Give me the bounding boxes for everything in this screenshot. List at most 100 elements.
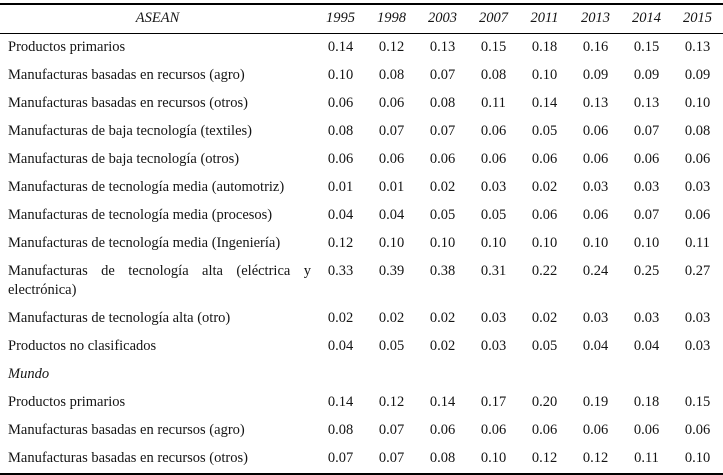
cell-value: 0.06 <box>582 207 609 223</box>
cell-value: 0.03 <box>480 338 507 354</box>
cell-value: 0.04 <box>378 207 405 223</box>
cell-value: 0.13 <box>633 95 660 111</box>
table-row: Manufacturas de tecnología media (proces… <box>0 202 723 230</box>
table-row: Manufacturas de baja tecnología (textile… <box>0 118 723 146</box>
row-label: Productos no clasificados <box>8 338 157 354</box>
cell-value: 0.15 <box>633 39 660 55</box>
cell-value: 0.06 <box>633 151 660 167</box>
cell-value: 0.04 <box>327 207 354 223</box>
cell-value: 0.25 <box>633 263 660 279</box>
cell-value: 0.07 <box>378 123 405 139</box>
table-row: Manufacturas basadas en recursos (otros)… <box>0 445 723 474</box>
cell-value: 0.06 <box>378 151 405 167</box>
table-row: Manufacturas de tecnología media (Ingeni… <box>0 230 723 258</box>
cell-value: 0.12 <box>582 450 609 466</box>
year-header: 2013 <box>581 10 610 26</box>
cell-value: 0.11 <box>634 450 659 466</box>
cell-value: 0.07 <box>378 422 405 438</box>
cell-value: 0.06 <box>480 151 507 167</box>
cell-value: 0.01 <box>327 179 354 195</box>
year-header: 2015 <box>683 10 712 26</box>
cell-value: 0.05 <box>378 338 405 354</box>
cell-value: 0.38 <box>429 263 456 279</box>
cell-value: 0.13 <box>582 95 609 111</box>
cell-value: 0.03 <box>684 310 711 326</box>
table-row: Manufacturas basadas en recursos (agro) 0… <box>0 62 723 90</box>
cell-value: 0.07 <box>429 123 456 139</box>
row-label: Manufacturas de tecnología media (Ingeni… <box>8 235 281 251</box>
row-label: Manufacturas de tecnología media (proces… <box>8 207 273 223</box>
cell-value: 0.04 <box>327 338 354 354</box>
cell-value: 0.10 <box>480 235 507 251</box>
cell-value: 0.05 <box>531 338 558 354</box>
cell-value: 0.33 <box>327 263 354 279</box>
table-row: Manufacturas de tecnología alta (eléctri… <box>0 258 723 305</box>
cell-value: 0.08 <box>429 450 456 466</box>
cell-value: 0.11 <box>685 235 710 251</box>
cell-value: 0.24 <box>582 263 609 279</box>
cell-value: 0.22 <box>531 263 558 279</box>
cell-value: 0.06 <box>429 422 456 438</box>
cell-value: 0.06 <box>531 422 558 438</box>
year-header: 2003 <box>428 10 457 26</box>
year-header: 2011 <box>530 10 559 26</box>
cell-value: 0.10 <box>327 67 354 83</box>
cell-value: 0.06 <box>429 151 456 167</box>
cell-value: 0.06 <box>684 207 711 223</box>
cell-value: 0.16 <box>582 39 609 55</box>
cell-value: 0.15 <box>480 39 507 55</box>
cell-value: 0.03 <box>684 179 711 195</box>
table-group-header: ASEAN <box>135 10 180 26</box>
cell-value: 0.02 <box>327 310 354 326</box>
row-label: Manufacturas de baja tecnología (otros) <box>8 151 240 167</box>
row-label: Productos primarios <box>8 394 126 410</box>
cell-value: 0.27 <box>684 263 711 279</box>
table-row: Manufacturas de baja tecnología (otros) 0… <box>0 146 723 174</box>
cell-value: 0.10 <box>633 235 660 251</box>
cell-value: 0.08 <box>327 422 354 438</box>
cell-value: 0.12 <box>327 235 354 251</box>
row-label: Manufacturas de tecnología alta (otro) <box>8 310 231 326</box>
cell-value: 0.14 <box>327 394 354 410</box>
cell-value: 0.03 <box>480 179 507 195</box>
cell-value: 0.03 <box>582 310 609 326</box>
table-row: Manufacturas de tecnología alta (otro) 0.… <box>0 305 723 333</box>
table-row: Productos no clasificados 0.04 0.05 0.02 0.0… <box>0 333 723 361</box>
cell-value: 0.06 <box>582 422 609 438</box>
cell-value: 0.12 <box>378 39 405 55</box>
row-label: Manufacturas basadas en recursos (otros) <box>8 450 248 466</box>
cell-value: 0.06 <box>633 422 660 438</box>
cell-value: 0.02 <box>429 310 456 326</box>
cell-value: 0.06 <box>582 123 609 139</box>
cell-value: 0.06 <box>684 422 711 438</box>
cell-value: 0.10 <box>531 67 558 83</box>
cell-value: 0.08 <box>429 95 456 111</box>
cell-value: 0.14 <box>531 95 558 111</box>
cell-value: 0.09 <box>633 67 660 83</box>
cell-value: 0.14 <box>327 39 354 55</box>
cell-value: 0.10 <box>480 450 507 466</box>
year-header: 1995 <box>326 10 355 26</box>
table-body: Productos primarios 0.14 0.12 0.13 0.15 0.18 0… <box>0 34 723 475</box>
row-label: Manufacturas basadas en recursos (agro) <box>8 67 245 83</box>
cell-value: 0.07 <box>327 450 354 466</box>
year-header: 1998 <box>377 10 406 26</box>
cell-value: 0.18 <box>531 39 558 55</box>
cell-value: 0.13 <box>684 39 711 55</box>
cell-value: 0.06 <box>327 151 354 167</box>
cell-value: 0.04 <box>633 338 660 354</box>
cell-value: 0.17 <box>480 394 507 410</box>
table-row: Manufacturas basadas en recursos (otros)… <box>0 90 723 118</box>
cell-value: 0.10 <box>684 95 711 111</box>
cell-value: 0.10 <box>531 235 558 251</box>
section-header-row: Mundo <box>0 361 723 389</box>
cell-value: 0.15 <box>684 394 711 410</box>
row-label: Manufacturas de baja tecnología (textile… <box>8 123 252 139</box>
cell-value: 0.06 <box>327 95 354 111</box>
cell-value: 0.10 <box>582 235 609 251</box>
cell-value: 0.12 <box>378 394 405 410</box>
cell-value: 0.09 <box>582 67 609 83</box>
row-label: Productos primarios <box>8 39 126 55</box>
cell-value: 0.10 <box>684 450 711 466</box>
cell-value: 0.07 <box>633 207 660 223</box>
